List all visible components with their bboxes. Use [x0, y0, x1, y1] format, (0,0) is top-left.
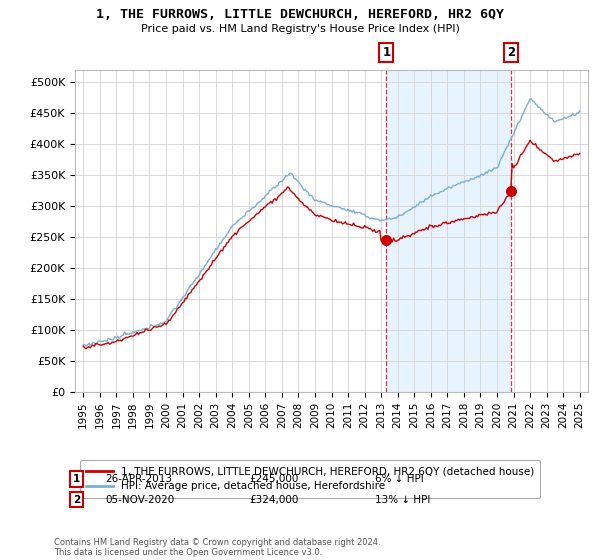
Text: 26-APR-2013: 26-APR-2013: [105, 474, 172, 484]
Text: 13% ↓ HPI: 13% ↓ HPI: [375, 494, 430, 505]
Text: 2: 2: [73, 494, 80, 505]
Text: £324,000: £324,000: [249, 494, 298, 505]
Text: 1: 1: [382, 46, 391, 59]
Text: £245,000: £245,000: [249, 474, 298, 484]
Legend: 1, THE FURROWS, LITTLE DEWCHURCH, HEREFORD, HR2 6QY (detached house), HPI: Avera: 1, THE FURROWS, LITTLE DEWCHURCH, HEREFO…: [80, 460, 541, 498]
Text: 2: 2: [507, 46, 515, 59]
Text: Price paid vs. HM Land Registry's House Price Index (HPI): Price paid vs. HM Land Registry's House …: [140, 24, 460, 34]
Text: 05-NOV-2020: 05-NOV-2020: [105, 494, 174, 505]
Text: 6% ↓ HPI: 6% ↓ HPI: [375, 474, 424, 484]
Text: 1, THE FURROWS, LITTLE DEWCHURCH, HEREFORD, HR2 6QY: 1, THE FURROWS, LITTLE DEWCHURCH, HEREFO…: [96, 8, 504, 21]
Text: 1: 1: [73, 474, 80, 484]
Bar: [386, 70, 511, 392]
Text: Contains HM Land Registry data © Crown copyright and database right 2024.
This d: Contains HM Land Registry data © Crown c…: [54, 538, 380, 557]
